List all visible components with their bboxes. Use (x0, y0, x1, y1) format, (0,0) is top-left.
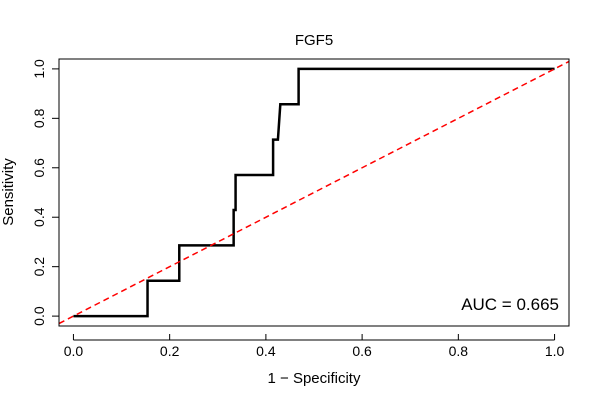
y-axis-label: Sensitivity (0, 158, 17, 226)
y-tick-label: 0.2 (31, 257, 47, 277)
y-tick-label: 0.4 (31, 207, 47, 227)
y-tick-label: 1.0 (31, 59, 47, 79)
x-axis: 0.0 0.2 0.4 0.6 0.8 1.0 (64, 334, 565, 359)
y-axis: 0.0 0.2 0.4 0.6 0.8 1.0 (31, 59, 60, 326)
series-layer (59, 60, 569, 325)
x-tick-label: 0.6 (352, 343, 372, 359)
roc-curve-line (73, 67, 555, 318)
x-axis-label: 1 − Specificity (268, 370, 361, 387)
x-tick-label: 0.2 (160, 343, 180, 359)
reference-diagonal-line (59, 60, 569, 325)
y-tick-label: 0.0 (31, 306, 47, 326)
auc-annotation: AUC = 0.665 (461, 295, 559, 314)
chart-title: FGF5 (295, 32, 333, 49)
y-tick-label: 0.8 (31, 108, 47, 128)
y-tick-label: 0.6 (31, 158, 47, 178)
x-tick-label: 0.4 (256, 343, 276, 359)
x-tick-label: 0.0 (64, 343, 84, 359)
plot-frame (58, 58, 570, 327)
x-tick-label: 1.0 (545, 343, 565, 359)
x-tick-label: 0.8 (449, 343, 469, 359)
